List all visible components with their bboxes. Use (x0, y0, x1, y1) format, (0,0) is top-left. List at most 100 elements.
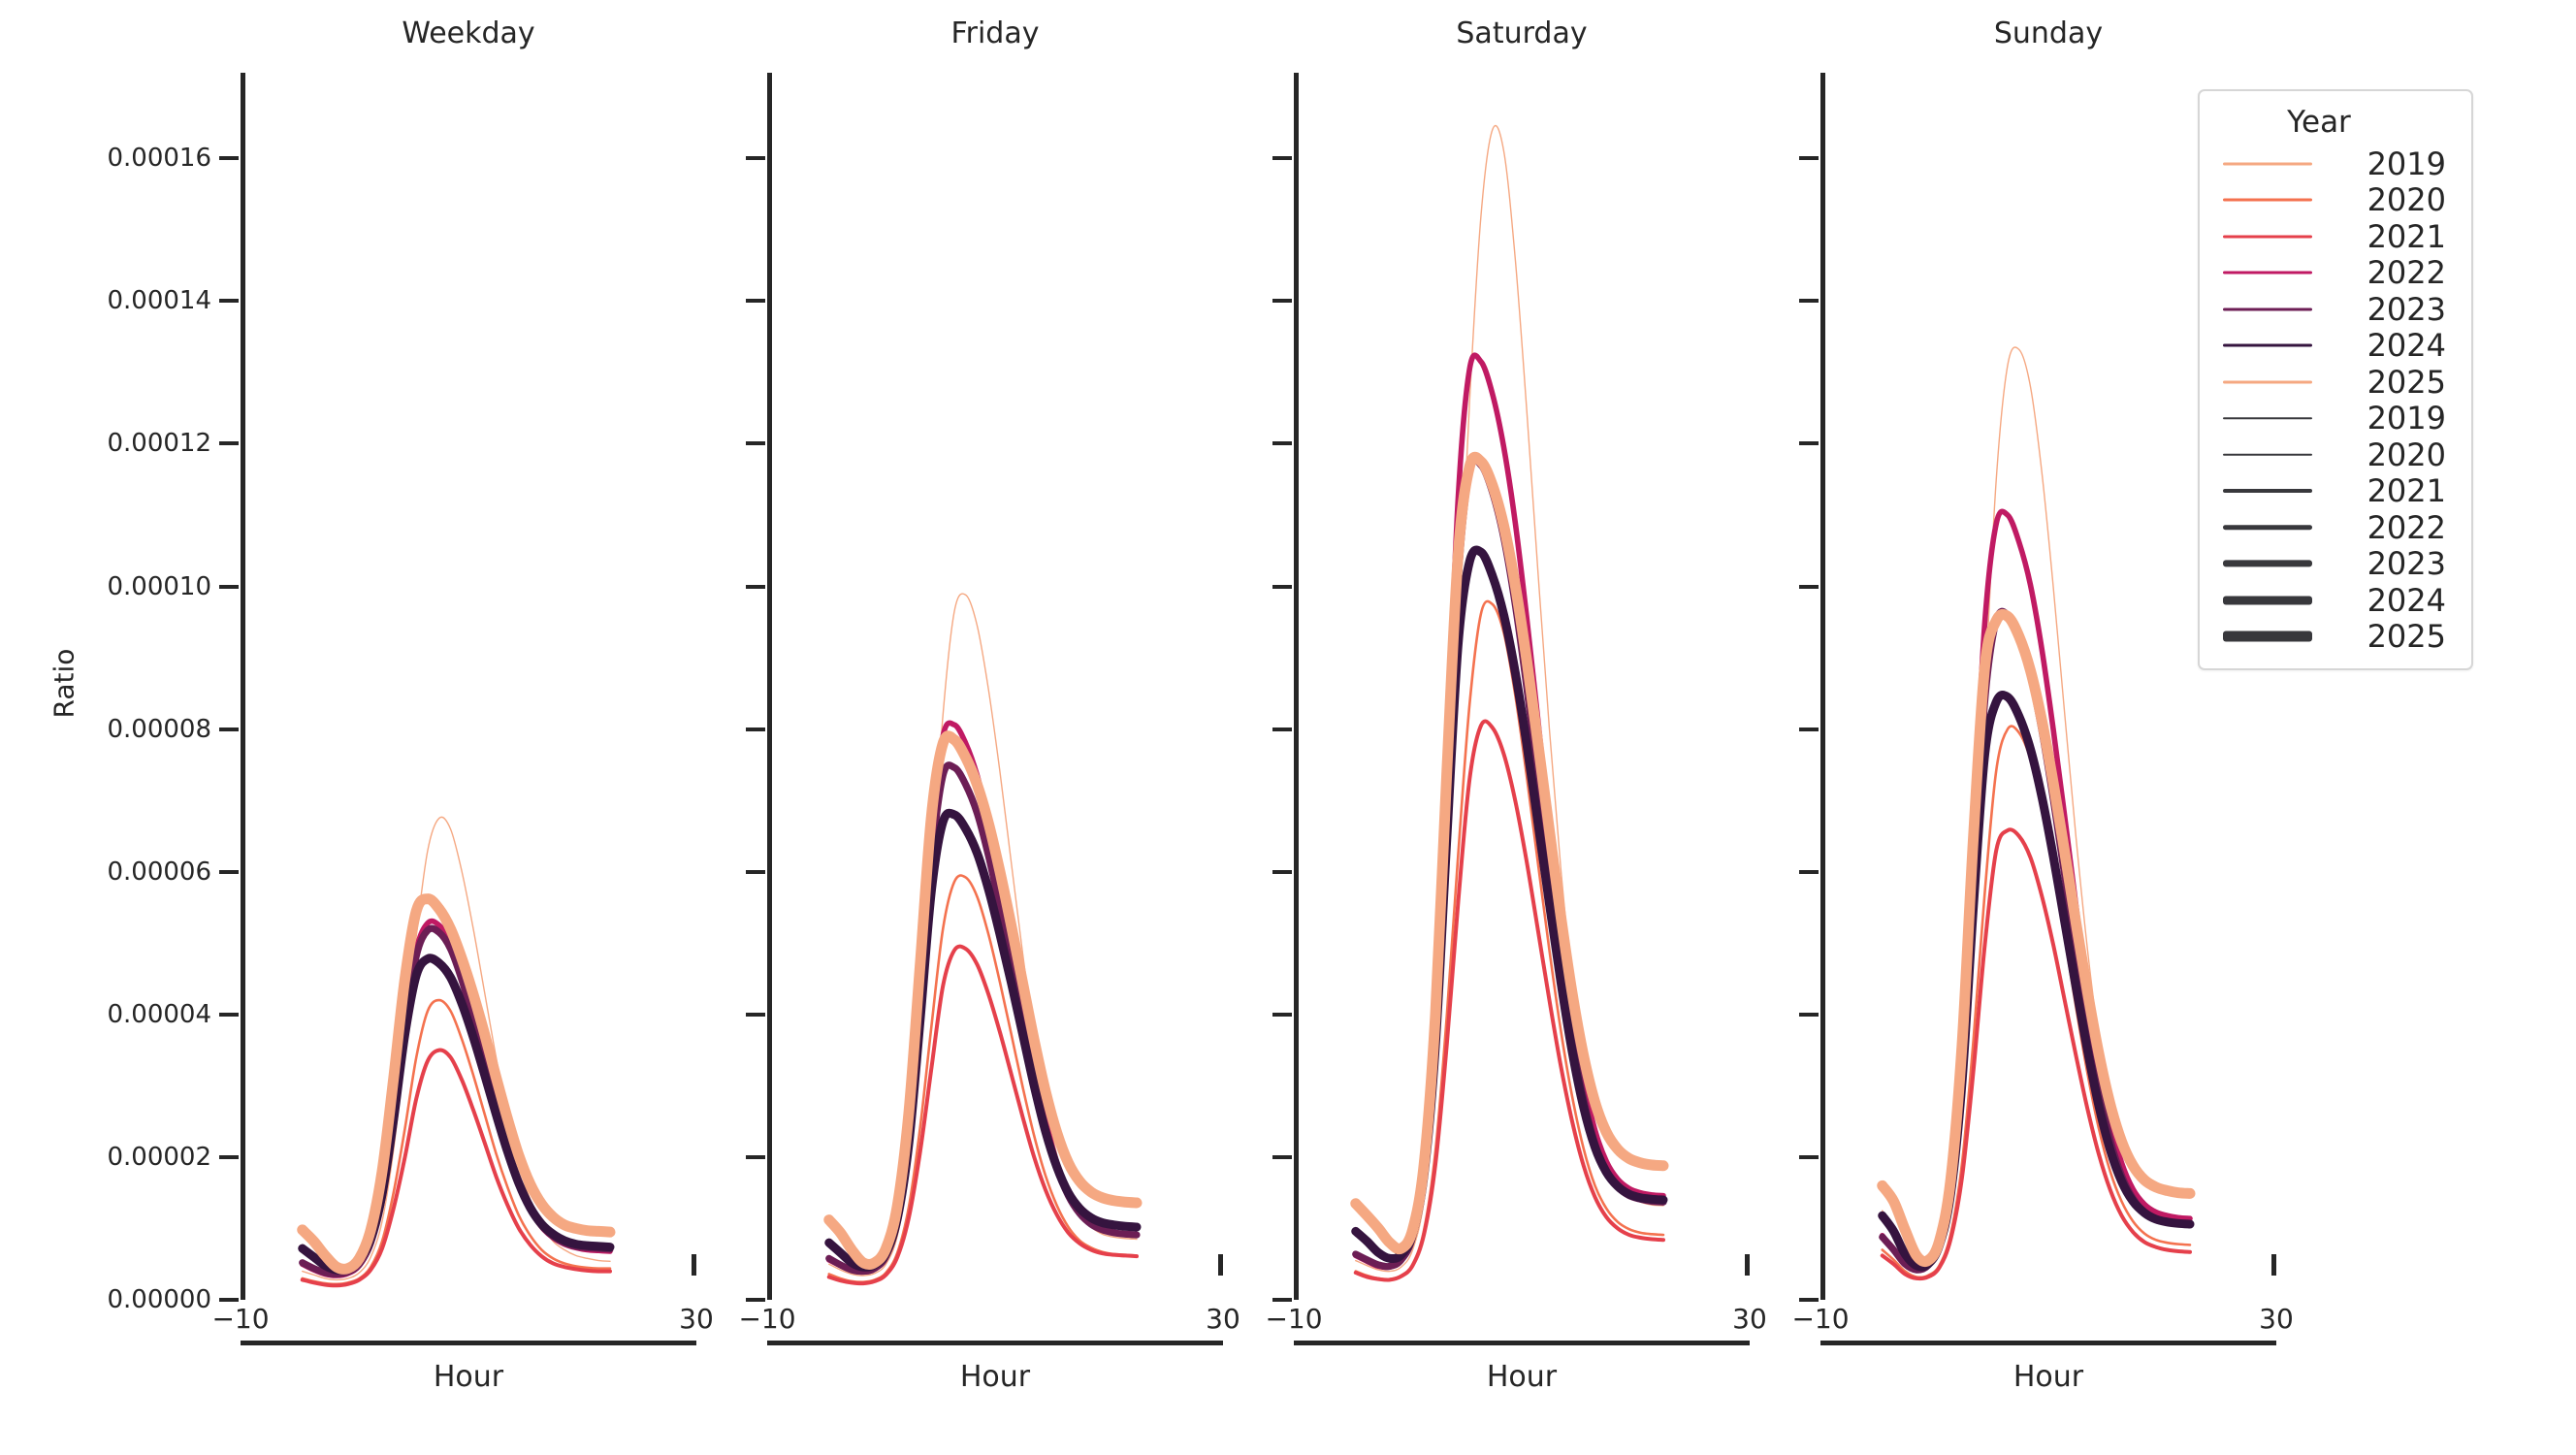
legend-item-size_entries-2021[interactable]: 2021 (2221, 473, 2450, 510)
legend-item-label: 2020 (2367, 181, 2446, 219)
legend-item-size_entries-2025[interactable]: 2025 (2221, 619, 2450, 656)
y-tick (746, 1154, 765, 1159)
y-tick (1799, 1298, 1819, 1302)
x-axis-label: Hour (1486, 1360, 1558, 1394)
line-2019 (828, 593, 1138, 1277)
y-tick-label: 0.00006 (107, 857, 211, 887)
legend-box[interactable]: Year 2019 2020 2021 2022 2023 2024 2025 2019 202… (2198, 89, 2473, 670)
y-tick (1272, 869, 1292, 874)
legend-item-label: 2024 (2367, 581, 2446, 619)
y-tick-label: 0.00008 (107, 714, 211, 744)
y-axis-spine (1820, 73, 1825, 1300)
line-2024 (824, 808, 1142, 1272)
legend-title: Year (2287, 105, 2351, 140)
legend-entries: 2019 2020 2021 2022 2023 2024 2025 2019 2020 2021… (2200, 146, 2471, 668)
line-2019 (1355, 124, 1664, 1273)
y-tick (746, 1298, 765, 1302)
legend-item-size_entries-2019[interactable]: 2019 (2221, 401, 2450, 437)
y-tick (219, 584, 239, 589)
plot-lines-friday (823, 593, 1143, 1286)
legend-item-size_entries-2024[interactable]: 2024 (2221, 582, 2450, 619)
y-tick-label: 0.00000 (107, 1285, 211, 1314)
legend-item-color_entries-2025[interactable]: 2025 (2221, 364, 2450, 401)
line-2021 (826, 944, 1139, 1286)
x-tick (1294, 1254, 1299, 1276)
y-tick (746, 584, 765, 589)
x-axis-label: Hour (959, 1360, 1031, 1394)
y-tick (1799, 156, 1819, 161)
y-tick-label: 0.00010 (107, 571, 211, 601)
y-axis-spine (767, 73, 772, 1300)
y-tick (746, 727, 765, 731)
y-axis-spine (1294, 73, 1299, 1300)
line-2021 (300, 1048, 612, 1288)
legend-item-label: 2019 (2367, 145, 2446, 182)
y-tick (1272, 1012, 1292, 1017)
y-tick (1272, 727, 1292, 731)
legend-line-swatch-icon (2221, 187, 2314, 212)
line-2020 (1881, 725, 2192, 1279)
y-tick-label: 0.00002 (107, 1142, 211, 1172)
y-tick (746, 1012, 765, 1017)
y-tick (219, 1012, 239, 1017)
legend-line-swatch-icon (2221, 515, 2314, 540)
legend-line-swatch-icon (2221, 478, 2314, 503)
legend-item-color_entries-2023[interactable]: 2023 (2221, 291, 2450, 328)
y-tick (1799, 584, 1819, 589)
legend-line-swatch-icon (2221, 224, 2314, 249)
plot-lines-weekday (297, 816, 616, 1288)
y-tick-label: 0.00004 (107, 999, 211, 1029)
x-axis-spine (241, 1341, 696, 1345)
y-tick (219, 299, 239, 304)
panel-title-sunday: Sunday (1993, 16, 2104, 50)
y-tick (1272, 1298, 1292, 1302)
y-tick (746, 156, 765, 161)
y-tick (219, 1154, 239, 1159)
y-tick (219, 869, 239, 874)
x-axis-spine (1294, 1341, 1750, 1345)
y-tick (219, 441, 239, 446)
legend-item-label: 2022 (2367, 254, 2446, 292)
legend-item-label: 2023 (2367, 545, 2446, 583)
legend-item-label: 2022 (2367, 508, 2446, 546)
y-tick (1272, 584, 1292, 589)
x-tick-label: −10 (738, 1303, 796, 1335)
legend-line-swatch-icon (2221, 151, 2314, 177)
legend-item-label: 2025 (2367, 363, 2446, 401)
legend-item-color_entries-2021[interactable]: 2021 (2221, 218, 2450, 255)
x-tick (1218, 1254, 1223, 1276)
legend-item-label: 2024 (2367, 327, 2446, 365)
line-2022 (1879, 508, 2193, 1273)
line-2021 (1353, 719, 1665, 1282)
y-tick-label: 0.00012 (107, 429, 211, 459)
legend-item-color_entries-2024[interactable]: 2024 (2221, 328, 2450, 365)
y-tick (219, 727, 239, 731)
x-tick (767, 1254, 772, 1276)
y-tick (1272, 156, 1292, 161)
legend-line-swatch-icon (2221, 405, 2314, 431)
y-tick-label: 0.00016 (107, 144, 211, 174)
legend-item-size_entries-2023[interactable]: 2023 (2221, 546, 2450, 583)
legend-line-swatch-icon (2221, 588, 2314, 613)
facet-panel-saturday: Saturday −10 30 Hour (1265, 16, 1766, 1394)
legend-item-size_entries-2020[interactable]: 2020 (2221, 436, 2450, 473)
line-2025 (823, 730, 1143, 1270)
legend-line-swatch-icon (2221, 551, 2314, 576)
x-axis-spine (1820, 1341, 2276, 1345)
legend-line-swatch-icon (2221, 333, 2314, 358)
y-tick (1272, 1154, 1292, 1159)
legend-item-size_entries-2022[interactable]: 2022 (2221, 509, 2450, 546)
legend-item-color_entries-2019[interactable]: 2019 (2221, 146, 2450, 182)
line-2022 (1352, 352, 1666, 1271)
legend-item-color_entries-2020[interactable]: 2020 (2221, 182, 2450, 219)
y-tick (746, 869, 765, 874)
y-tick (1799, 441, 1819, 446)
legend-item-color_entries-2022[interactable]: 2022 (2221, 255, 2450, 292)
legend-item-label: 2021 (2367, 217, 2446, 255)
x-axis-label: Hour (2012, 1360, 2084, 1394)
legend-item-label: 2019 (2367, 400, 2446, 437)
panel-title-weekday: Weekday (402, 16, 535, 50)
plot-lines-sunday (1877, 346, 2196, 1281)
legend-item-label: 2025 (2367, 618, 2446, 656)
y-tick (1272, 441, 1292, 446)
